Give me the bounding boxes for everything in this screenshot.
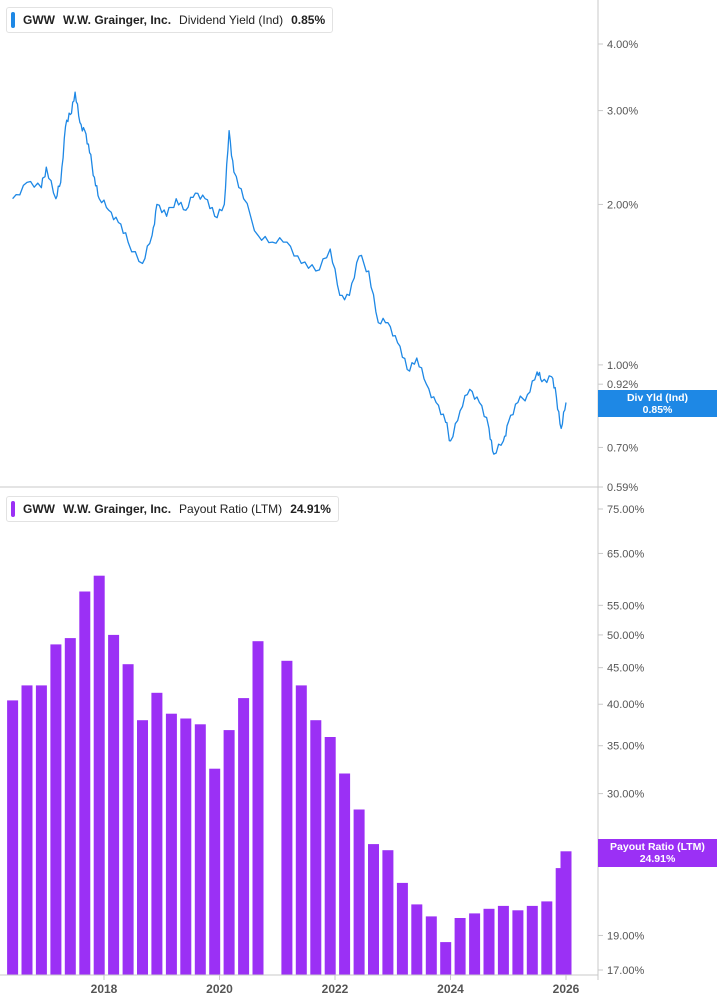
- payout-ratio-bar: [440, 942, 452, 975]
- y-tick-label: 65.00%: [607, 548, 645, 560]
- payout-ratio-bar: [151, 692, 163, 975]
- payout-ratio-bar: [295, 685, 307, 975]
- y-tick-label: 3.00%: [607, 106, 638, 118]
- payout-ratio-bar: [50, 644, 62, 975]
- payout-ratio-bar: [454, 918, 466, 975]
- tag-value: 0.85%: [642, 404, 673, 416]
- payout-ratio-bar: [382, 850, 394, 975]
- legend-value: 24.91%: [290, 502, 331, 516]
- y-tick-label: 2.00%: [607, 199, 638, 211]
- payout-ratio-bar: [497, 905, 509, 975]
- payout-ratio-bar: [425, 916, 437, 975]
- y-tick-label: 0.70%: [607, 442, 638, 454]
- y-tick-label: 35.00%: [607, 741, 645, 753]
- x-tick-label: 2022: [322, 982, 349, 996]
- legend-swatch: [11, 12, 15, 28]
- y-tick-label: 0.92%: [607, 379, 638, 391]
- payout-ratio-bar: [512, 910, 524, 975]
- tag-label: Payout Ratio (LTM): [610, 841, 705, 853]
- payout-ratio-bar: [194, 724, 206, 975]
- y-tick-label: 45.00%: [607, 663, 645, 675]
- x-tick-label: 2020: [206, 982, 233, 996]
- dividend-yield-legend: GWW W.W. Grainger, Inc. Dividend Yield (…: [6, 7, 334, 33]
- tag-label: Div Yld (Ind): [626, 392, 689, 404]
- payout-ratio-bar: [35, 685, 47, 975]
- dividend-yield-line: [12, 91, 567, 455]
- payout-ratio-bar: [21, 685, 33, 975]
- legend-company: W.W. Grainger, Inc.: [63, 13, 172, 27]
- legend-ticker: GWW: [23, 13, 55, 27]
- payout-ratio-legend: GWW W.W. Grainger, Inc. Payout Ratio (LT…: [6, 496, 339, 522]
- y-tick-label: 17.00%: [607, 965, 645, 977]
- y-tick-label: 0.59%: [607, 482, 638, 494]
- payout-ratio-bar: [108, 634, 120, 975]
- y-tick-label: 50.00%: [607, 630, 645, 642]
- payout-ratio-bar: [252, 641, 264, 975]
- x-axis-ticks: 2018 2020 2022 2024 2026: [91, 975, 580, 996]
- payout-ratio-bar: [223, 730, 235, 975]
- payout-ratio-bar: [137, 720, 148, 975]
- x-tick-label: 2024: [437, 982, 464, 996]
- legend-swatch: [11, 501, 15, 517]
- payout-ratio-bar: [180, 718, 192, 975]
- payout-ratio-bar: [209, 768, 221, 975]
- payout-ratio-bar: [541, 901, 553, 975]
- legend-company: W.W. Grainger, Inc.: [63, 502, 172, 516]
- payout-ratio-bar: [469, 913, 481, 975]
- payout-ratio-bar: [238, 698, 250, 975]
- y-tick-label: 30.00%: [607, 789, 645, 801]
- dividend-yield-panel: 4.00% 3.00% 2.00% 1.00% 0.92% 0.70% 0.59%: [12, 39, 638, 494]
- legend-value: 0.85%: [291, 13, 326, 27]
- payout-ratio-bar: [165, 713, 177, 975]
- legend-metric: Payout Ratio (LTM): [179, 502, 283, 516]
- payout-ratio-value-tag: Payout Ratio (LTM) 24.91%: [598, 839, 717, 867]
- payout-ratio-bar: [324, 737, 336, 975]
- payout-ratio-bar: [64, 638, 76, 975]
- x-tick-label: 2018: [91, 982, 118, 996]
- payout-ratio-bar: [310, 720, 322, 975]
- dividend-yield-value-tag: Div Yld (Ind) 0.85%: [598, 390, 717, 417]
- payout-ratio-bar: [281, 660, 293, 975]
- x-tick-label: 2026: [553, 982, 580, 996]
- y-tick-label: 19.00%: [607, 930, 645, 942]
- payout-ratio-bar: [396, 882, 408, 975]
- payout-ratio-bar: [353, 809, 365, 975]
- legend-metric: Dividend Yield (Ind): [179, 13, 284, 27]
- payout-ratio-bar: [79, 591, 91, 975]
- payout-ratio-panel: 75.00% 65.00% 55.00% 50.00% 45.00% 40.00% 35.0…: [7, 504, 645, 977]
- payout-ratio-bar: [339, 773, 351, 975]
- y-tick-label: 4.00%: [607, 39, 638, 51]
- y-tick-label: 55.00%: [607, 600, 645, 612]
- legend-ticker: GWW: [23, 502, 55, 516]
- payout-ratio-bar: [368, 844, 379, 975]
- y-tick-label: 75.00%: [607, 504, 645, 516]
- payout-ratio-bar: [560, 851, 572, 975]
- payout-ratio-bar: [93, 575, 105, 975]
- payout-ratio-bar: [526, 905, 538, 975]
- payout-ratio-bar: [411, 904, 423, 975]
- payout-ratio-bar: [483, 908, 495, 975]
- payout-ratio-bar: [7, 700, 19, 975]
- payout-ratio-bar: [122, 664, 134, 975]
- y-tick-label: 40.00%: [607, 699, 645, 711]
- y-tick-label: 1.00%: [607, 360, 638, 372]
- tag-value: 24.91%: [639, 853, 676, 865]
